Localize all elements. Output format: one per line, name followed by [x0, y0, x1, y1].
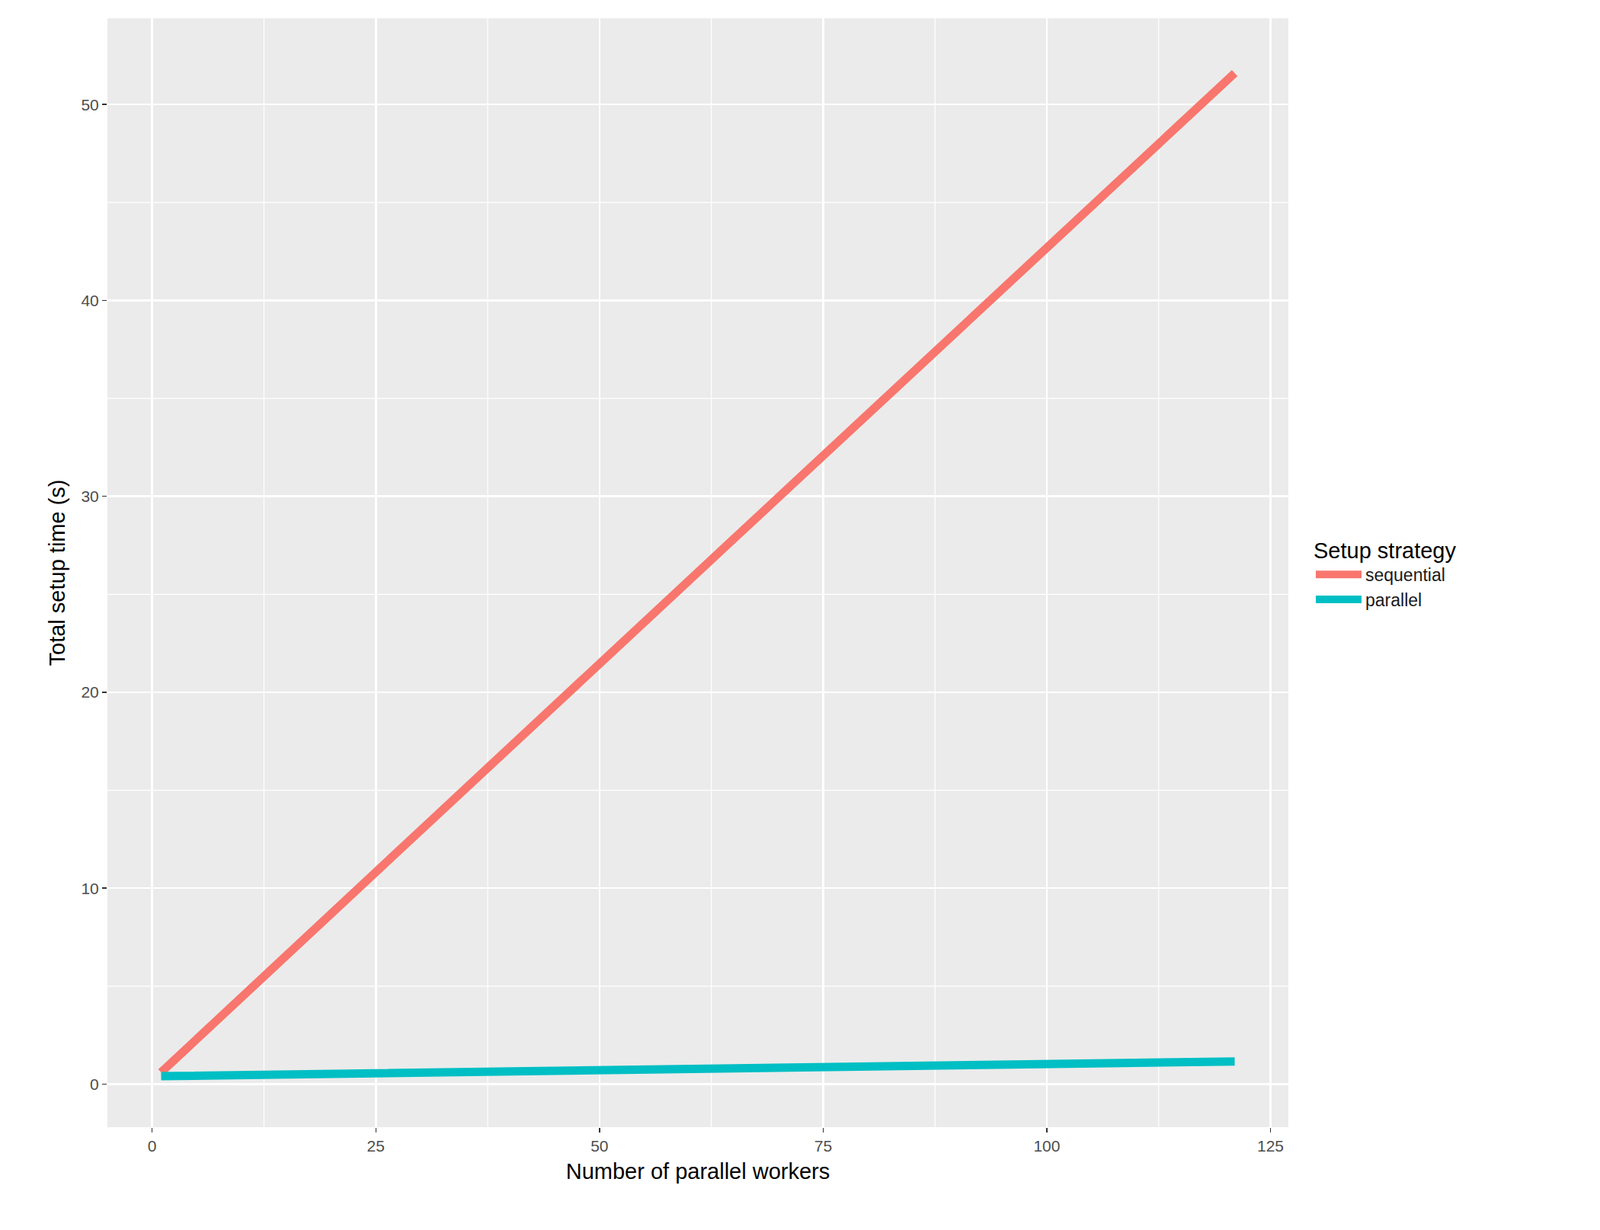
svg-text:0: 0 [89, 1075, 100, 1094]
svg-text:50: 50 [80, 96, 99, 114]
svg-text:40: 40 [80, 291, 99, 310]
svg-text:50: 50 [590, 1137, 608, 1156]
svg-text:Total setup time (s): Total setup time (s) [44, 480, 70, 667]
svg-text:125: 125 [1257, 1137, 1284, 1156]
svg-text:20: 20 [80, 683, 99, 701]
svg-text:100: 100 [1033, 1137, 1060, 1156]
svg-text:75: 75 [814, 1137, 832, 1156]
svg-text:Setup strategy: Setup strategy [1313, 538, 1456, 564]
svg-text:10: 10 [80, 880, 99, 898]
svg-text:30: 30 [80, 487, 99, 506]
svg-text:sequential: sequential [1365, 565, 1446, 586]
svg-text:25: 25 [367, 1137, 385, 1156]
svg-text:Number of parallel workers: Number of parallel workers [566, 1159, 831, 1184]
svg-text:0: 0 [147, 1137, 157, 1156]
svg-text:parallel: parallel [1365, 590, 1422, 611]
